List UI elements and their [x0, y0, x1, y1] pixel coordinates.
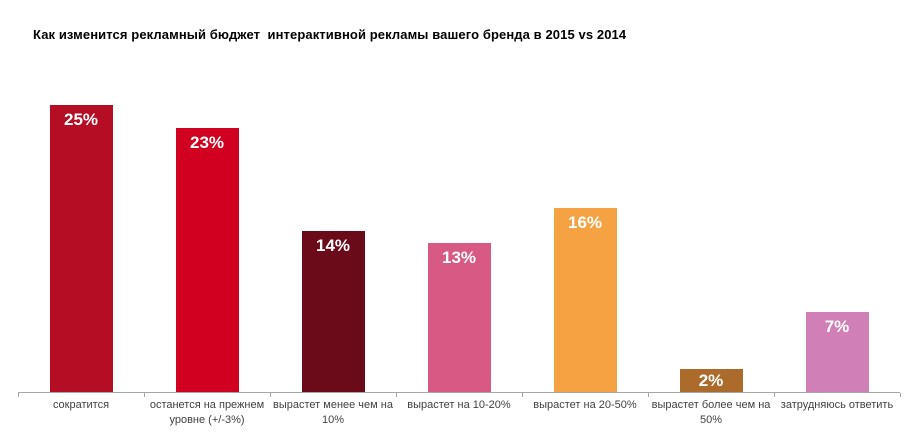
x-axis-tick	[270, 393, 271, 397]
bar-6: 2%	[679, 369, 743, 392]
bar-slot: 14%	[270, 0, 396, 392]
bar-value-label: 13%	[441, 247, 477, 267]
category-label: затрудняюсь ответить	[780, 399, 894, 411]
x-axis-line	[18, 392, 900, 393]
x-axis-tick	[900, 393, 901, 397]
category-label: вырастет более чем на 50%	[651, 399, 771, 426]
bar-value-label: 2%	[698, 371, 724, 390]
bar-7: 7%	[805, 311, 869, 392]
category-label: сократится	[52, 399, 110, 411]
bar-2: 23%	[175, 127, 239, 392]
x-axis-tick	[144, 393, 145, 397]
bar-slot: 16%	[522, 0, 648, 392]
bar-value-label: 25%	[63, 109, 99, 129]
x-axis-tick	[648, 393, 649, 397]
bar-slot: 25%	[18, 0, 144, 392]
bar-value-label: 23%	[189, 132, 225, 152]
bar-slot: 7%	[774, 0, 900, 392]
bar-value-label: 7%	[824, 316, 850, 336]
category-label: останется на прежнем уровне (+/-3%)	[149, 399, 265, 426]
bar-slot: 2%	[648, 0, 774, 392]
bar-value-label: 14%	[315, 236, 351, 255]
bar-slot: 13%	[396, 0, 522, 392]
x-axis-tick	[522, 393, 523, 397]
category-label: вырастет на 10-20%	[407, 399, 511, 411]
bar-slot: 23%	[144, 0, 270, 392]
category-label: вырастет на 20-50%	[533, 399, 637, 411]
x-axis-tick	[396, 393, 397, 397]
bar-value-label: 16%	[567, 213, 603, 232]
bar-4: 13%	[427, 242, 491, 392]
x-axis-tick	[774, 393, 775, 397]
bar-1: 25%	[49, 104, 113, 392]
category-label: вырастет менее чем на 10%	[273, 399, 393, 426]
bar-5: 16%	[553, 208, 617, 392]
chart-title: Как изменится рекламный бюджет интеракти…	[33, 27, 627, 42]
x-axis-tick	[18, 393, 19, 397]
bar-3: 14%	[301, 231, 365, 392]
